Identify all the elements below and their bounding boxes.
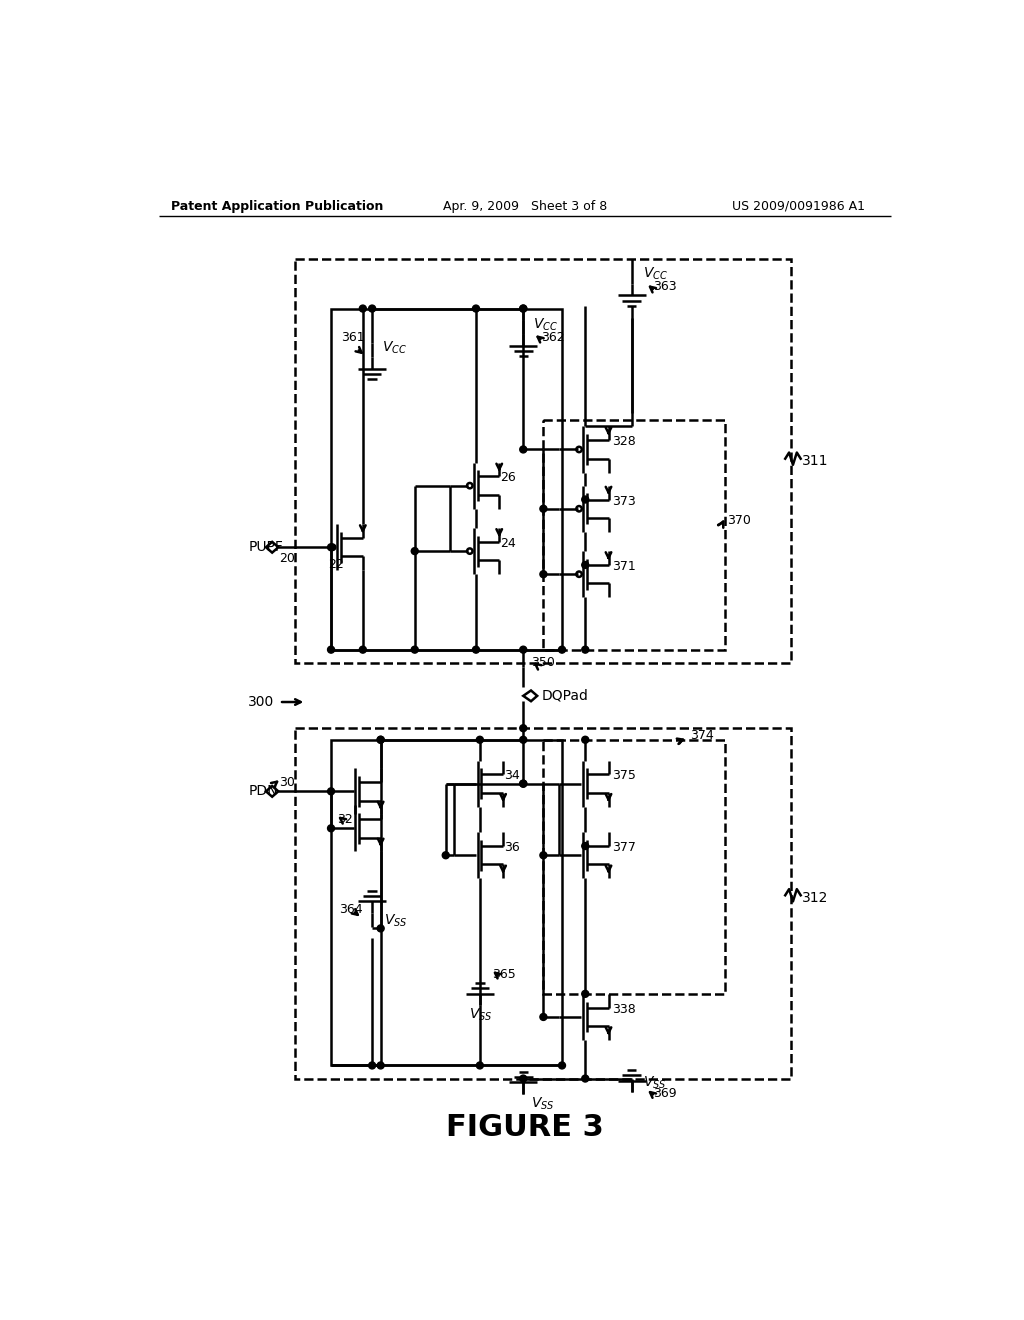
Circle shape [520, 446, 526, 453]
Text: 375: 375 [611, 770, 636, 783]
Text: 312: 312 [802, 891, 827, 904]
Circle shape [377, 1063, 384, 1069]
Circle shape [582, 496, 589, 503]
Circle shape [520, 305, 526, 312]
Text: $V_{SS}$: $V_{SS}$ [531, 1096, 555, 1113]
Text: 362: 362 [541, 330, 564, 343]
Circle shape [476, 737, 483, 743]
Circle shape [558, 647, 565, 653]
Text: Patent Application Publication: Patent Application Publication [171, 199, 383, 213]
Circle shape [377, 737, 384, 743]
Bar [331, 309, 562, 649]
Text: 364: 364 [339, 903, 362, 916]
Circle shape [558, 1063, 565, 1069]
Text: $V_{CC}$: $V_{CC}$ [382, 339, 408, 356]
Circle shape [412, 548, 418, 554]
Circle shape [328, 544, 335, 550]
Circle shape [328, 647, 335, 653]
Text: 36: 36 [504, 841, 519, 854]
Circle shape [582, 561, 589, 569]
Text: 338: 338 [611, 1003, 635, 1016]
Text: FIGURE 3: FIGURE 3 [445, 1113, 604, 1142]
Circle shape [582, 737, 589, 743]
Circle shape [520, 780, 526, 787]
Text: 20: 20 [280, 552, 295, 565]
Text: PUPF: PUPF [248, 540, 283, 554]
Text: 30: 30 [280, 776, 295, 788]
Bar [543, 739, 725, 994]
Circle shape [582, 647, 589, 653]
Bar [295, 729, 791, 1078]
Text: 22: 22 [328, 558, 344, 572]
Text: $V_{CC}$: $V_{CC}$ [643, 265, 669, 282]
Bar [543, 420, 725, 649]
Text: 371: 371 [611, 560, 635, 573]
Text: 34: 34 [504, 770, 519, 783]
Text: $V_{SS}$: $V_{SS}$ [469, 1006, 493, 1023]
Text: 350: 350 [531, 656, 555, 669]
Circle shape [377, 737, 384, 743]
Circle shape [582, 842, 589, 850]
Text: PDN: PDN [248, 784, 278, 799]
Text: 300: 300 [248, 696, 274, 709]
Circle shape [377, 925, 384, 932]
Circle shape [412, 647, 418, 653]
Circle shape [369, 1063, 376, 1069]
Circle shape [540, 570, 547, 578]
Circle shape [540, 506, 547, 512]
Circle shape [520, 647, 526, 653]
Text: $V_{SS}$: $V_{SS}$ [643, 1074, 667, 1090]
Circle shape [540, 1014, 547, 1020]
Text: $V_{CC}$: $V_{CC}$ [532, 317, 558, 333]
Circle shape [582, 990, 589, 998]
Circle shape [520, 305, 526, 312]
Text: 361: 361 [341, 330, 365, 343]
Circle shape [472, 305, 479, 312]
Text: US 2009/0091986 A1: US 2009/0091986 A1 [732, 199, 865, 213]
Circle shape [520, 725, 526, 731]
Text: 363: 363 [653, 280, 677, 293]
Circle shape [359, 647, 367, 653]
Text: 377: 377 [611, 841, 636, 854]
Text: $V_{SS}$: $V_{SS}$ [384, 912, 408, 929]
Circle shape [369, 305, 376, 312]
Text: 26: 26 [500, 471, 516, 484]
Circle shape [328, 825, 335, 832]
Circle shape [582, 1074, 589, 1082]
Circle shape [520, 780, 526, 787]
Text: 374: 374 [690, 730, 714, 742]
Text: 24: 24 [500, 537, 516, 550]
Text: 311: 311 [802, 454, 828, 469]
Text: Apr. 9, 2009   Sheet 3 of 8: Apr. 9, 2009 Sheet 3 of 8 [442, 199, 607, 213]
Circle shape [520, 737, 526, 743]
Circle shape [476, 1063, 483, 1069]
Circle shape [442, 851, 450, 859]
Bar [331, 739, 562, 1065]
Text: 365: 365 [493, 968, 516, 981]
Circle shape [328, 788, 335, 795]
Circle shape [520, 1074, 526, 1082]
Bar [295, 259, 791, 663]
Text: 370: 370 [727, 513, 751, 527]
Circle shape [540, 851, 547, 859]
Text: 373: 373 [611, 495, 635, 508]
Text: DQPad: DQPad [542, 688, 589, 702]
Circle shape [359, 305, 367, 312]
Text: 328: 328 [611, 436, 635, 449]
Circle shape [472, 647, 479, 653]
Text: 369: 369 [653, 1086, 677, 1100]
Text: 32: 32 [337, 813, 353, 825]
